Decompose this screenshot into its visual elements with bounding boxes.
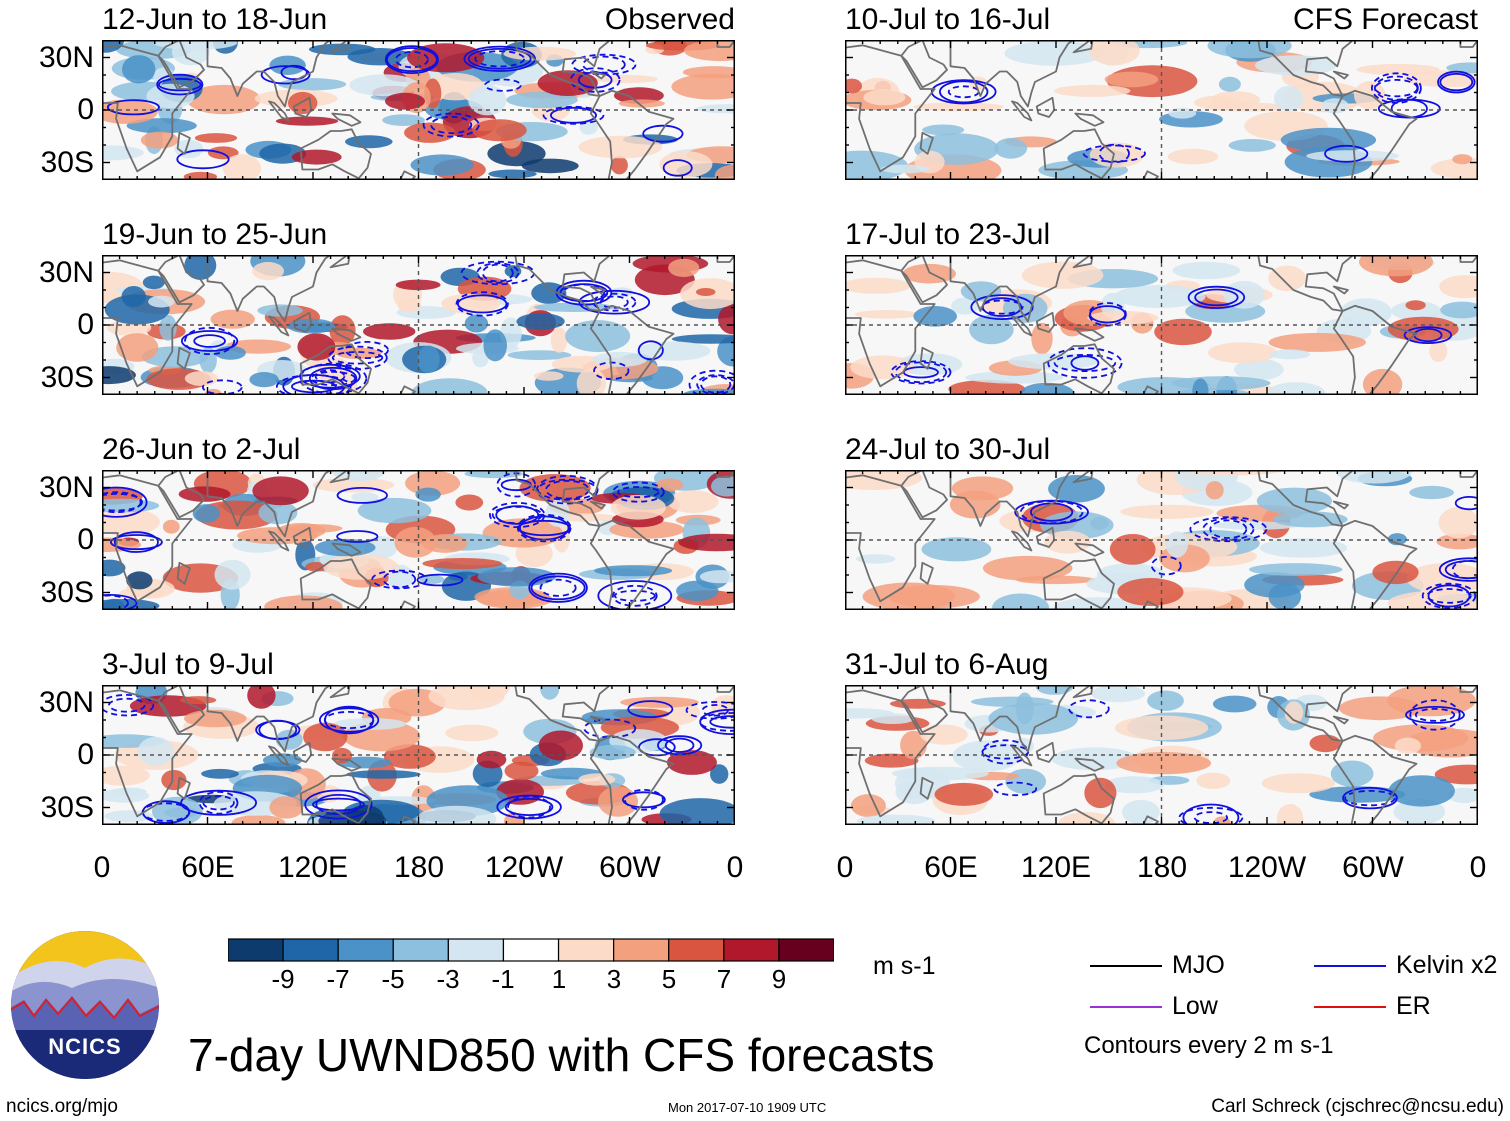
panel-date-p8: 31-Jul to 6-Aug (845, 648, 1049, 681)
lat-label: 30S (40, 576, 94, 609)
lat-label: 30N (38, 41, 94, 74)
colorbar-tick: 9 (771, 964, 787, 994)
lon-label: 60E (924, 851, 978, 884)
colorbar-segment (502, 938, 560, 962)
logo-text: NCICS (48, 1034, 121, 1059)
panel-date-p1: 12-Jun to 18-Jun (102, 3, 328, 36)
lon-label: 180 (393, 851, 445, 884)
colorbar-segment (723, 938, 780, 962)
map-panel-p8 (845, 685, 1478, 825)
legend-line-0 (1090, 965, 1162, 967)
lat-label: 30S (40, 791, 94, 824)
lon-label: 0 (836, 851, 854, 884)
ncics-logo: NCICS (11, 931, 159, 1079)
legend-line-1 (1314, 965, 1386, 967)
legend-label-1: Kelvin x2 (1396, 951, 1498, 979)
panel-tag-p5: CFS Forecast (1292, 3, 1478, 36)
lon-label: 180 (1136, 851, 1188, 884)
lat-label: 30S (40, 361, 94, 394)
map-panel-p1 (102, 40, 735, 180)
colorbar-segment (447, 938, 505, 962)
footer-author: Carl Schreck (cjschrec@ncsu.edu) (1211, 1096, 1504, 1117)
colorbar-tick: 5 (661, 964, 677, 994)
lon-label: 120E (1020, 851, 1092, 884)
legend-label-2: Low (1172, 992, 1218, 1020)
colorbar-segment (557, 938, 615, 962)
lon-label: 120W (1227, 851, 1307, 884)
colorbar-tick: -5 (381, 964, 405, 994)
legend-label-3: ER (1396, 992, 1431, 1020)
panel-date-p4: 3-Jul to 9-Jul (102, 648, 274, 681)
lon-label: 0 (1469, 851, 1487, 884)
map-panel-p2 (102, 255, 735, 395)
colorbar-segment (392, 938, 449, 962)
footer-url[interactable]: ncics.org/mjo (6, 1096, 118, 1117)
colorbar-tick: 7 (716, 964, 732, 994)
colorbar-tick: 3 (606, 964, 622, 994)
colorbar-tick: -3 (436, 964, 460, 994)
map-panel-p4 (102, 685, 735, 825)
colorbar-tick: -1 (491, 964, 515, 994)
panel-date-p2: 19-Jun to 25-Jun (102, 218, 328, 251)
colorbar-segment (228, 938, 284, 962)
colorbar-tick: -7 (326, 964, 350, 994)
lat-label: 0 (77, 738, 94, 771)
lat-label: 0 (77, 523, 94, 556)
lat-label: 30N (38, 471, 94, 504)
lon-label: 0 (93, 851, 111, 884)
colorbar-segment (778, 938, 834, 962)
panel-date-p7: 24-Jul to 30-Jul (845, 433, 1051, 466)
footer-timestamp: Mon 2017-07-10 1909 UTC (668, 1100, 827, 1115)
colorbar (228, 938, 834, 962)
map-panel-p3 (102, 470, 735, 610)
colorbar-segment (337, 938, 394, 962)
colorbar-tick: -9 (271, 964, 295, 994)
lon-label: 60W (599, 851, 661, 884)
panel-tag-p1: Observed (604, 3, 735, 36)
colorbar-segment (282, 938, 339, 962)
map-panel-p5 (845, 40, 1478, 180)
colorbar-units: m s-1 (873, 952, 936, 980)
panel-date-p5: 10-Jul to 16-Jul (845, 3, 1051, 36)
lat-label: 0 (77, 93, 94, 126)
legend-line-3 (1314, 1006, 1386, 1008)
lon-label: 60W (1342, 851, 1404, 884)
colorbar-segment (613, 938, 670, 962)
legend-label-0: MJO (1172, 951, 1225, 979)
lon-label: 120W (484, 851, 564, 884)
legend-note: Contours every 2 m s-1 (1084, 1032, 1334, 1059)
chart-title: 7-day UWND850 with CFS forecasts (188, 1029, 935, 1081)
lat-label: 30N (38, 256, 94, 289)
map-panel-p7 (845, 470, 1478, 610)
map-panel-p6 (845, 255, 1478, 395)
panel-date-p6: 17-Jul to 23-Jul (845, 218, 1051, 251)
lon-label: 120E (277, 851, 349, 884)
legend-line-2 (1090, 1006, 1162, 1008)
colorbar-segment (668, 938, 725, 962)
panel-date-p3: 26-Jun to 2-Jul (102, 433, 301, 466)
lat-label: 30N (38, 686, 94, 719)
lat-label: 0 (77, 308, 94, 341)
lon-label: 0 (726, 851, 744, 884)
colorbar-tick: 1 (551, 964, 567, 994)
lat-label: 30S (40, 146, 94, 179)
lon-label: 60E (181, 851, 235, 884)
